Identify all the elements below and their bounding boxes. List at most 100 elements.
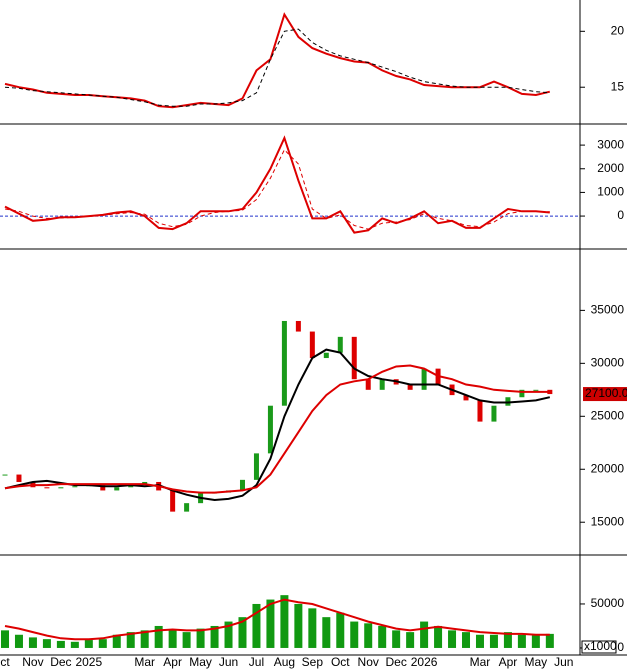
volume-bar bbox=[406, 632, 415, 648]
x-tick-label: Dec bbox=[385, 655, 406, 669]
x-tick-label: Sep bbox=[302, 655, 324, 669]
volume-bar bbox=[308, 608, 317, 648]
volume-bar bbox=[238, 617, 247, 648]
volume-bar bbox=[462, 632, 471, 648]
y-tick-label: 20000 bbox=[591, 461, 625, 475]
x-tick-label: Aug bbox=[274, 655, 295, 669]
volume-bar bbox=[378, 625, 387, 648]
x-tick-label: Nov bbox=[358, 655, 379, 669]
volume-bar bbox=[350, 621, 359, 648]
volume-bar bbox=[70, 641, 79, 648]
y-tick-label: 20 bbox=[611, 23, 625, 37]
volume-bar bbox=[182, 632, 191, 648]
volume-bar bbox=[252, 603, 261, 648]
series-line bbox=[4, 364, 550, 494]
candle bbox=[2, 474, 8, 476]
x-tick-label: Mar bbox=[134, 655, 155, 669]
volume-bar bbox=[168, 630, 177, 648]
last-price-label: 27100.00 bbox=[585, 386, 627, 400]
candle bbox=[547, 389, 553, 395]
volume-bar bbox=[14, 634, 23, 648]
volume-bar bbox=[154, 625, 163, 648]
volume-bar bbox=[322, 617, 331, 648]
volume-bar bbox=[517, 634, 526, 648]
volume-bar bbox=[140, 630, 149, 648]
volume-bar bbox=[364, 623, 373, 648]
volume-bar bbox=[196, 628, 205, 648]
volume-bar bbox=[28, 637, 37, 648]
x-tick-label: Apr bbox=[499, 655, 518, 669]
unit-box bbox=[581, 640, 617, 654]
candle bbox=[519, 389, 525, 398]
volume-bar bbox=[545, 633, 554, 648]
volume-bar bbox=[503, 632, 512, 648]
series-line bbox=[4, 348, 551, 502]
x-tick-label: May bbox=[189, 655, 212, 669]
volume-bar bbox=[294, 603, 303, 648]
candle bbox=[100, 485, 106, 491]
candle bbox=[365, 379, 371, 390]
x-tick-label: Apr bbox=[163, 655, 182, 669]
candle bbox=[184, 503, 190, 512]
candle bbox=[58, 487, 64, 489]
candle bbox=[323, 352, 329, 359]
candle bbox=[421, 368, 427, 390]
candle bbox=[281, 320, 287, 406]
series-line bbox=[4, 598, 550, 641]
candle bbox=[463, 395, 469, 401]
last-price-box bbox=[583, 387, 627, 402]
x-tick-label: ct bbox=[0, 655, 10, 669]
volume-bar bbox=[336, 612, 345, 648]
volume-bar bbox=[126, 632, 135, 648]
series-line bbox=[4, 148, 550, 230]
candle bbox=[533, 389, 539, 391]
x-tick-label: Jun bbox=[219, 655, 238, 669]
x-tick-label: Jul bbox=[249, 655, 264, 669]
y-tick-label: 15 bbox=[611, 79, 625, 93]
volume-bar bbox=[224, 621, 233, 648]
candle bbox=[16, 474, 22, 482]
series-line bbox=[4, 135, 550, 234]
volume-bar bbox=[448, 630, 457, 648]
candle bbox=[379, 379, 385, 390]
volume-bar bbox=[1, 630, 9, 648]
y-tick-label: 3000 bbox=[597, 137, 624, 151]
y-tick-label: 35000 bbox=[591, 303, 625, 317]
y-tick-label: 15000 bbox=[591, 514, 625, 528]
volume-bar bbox=[84, 640, 93, 648]
candle bbox=[114, 487, 120, 491]
y-tick-label: 0 bbox=[617, 640, 624, 654]
candle bbox=[407, 384, 413, 390]
x-tick-label: May bbox=[525, 655, 548, 669]
x-tick-label: 2025 bbox=[75, 655, 102, 669]
candle bbox=[477, 400, 483, 422]
x-tick-label: Oct bbox=[331, 655, 350, 669]
candle bbox=[267, 405, 273, 454]
volume-bar bbox=[112, 634, 121, 648]
volume-bar bbox=[475, 634, 484, 648]
x-tick-label: 2026 bbox=[411, 655, 438, 669]
y-tick-label: 30000 bbox=[591, 356, 625, 370]
candle bbox=[309, 331, 315, 359]
volume-bar bbox=[392, 630, 401, 648]
series-line bbox=[4, 28, 550, 107]
volume-bar bbox=[280, 595, 289, 648]
volume-bar bbox=[98, 639, 107, 648]
series-line bbox=[4, 12, 551, 109]
candle bbox=[351, 336, 357, 380]
volume-bar bbox=[266, 599, 275, 648]
volume-bar bbox=[56, 640, 65, 648]
volume-bar bbox=[434, 625, 443, 648]
y-tick-label: 0 bbox=[617, 208, 624, 222]
candle bbox=[337, 336, 343, 353]
candle bbox=[142, 481, 148, 485]
volume-bar bbox=[489, 634, 498, 648]
unit-label: x1000 bbox=[584, 639, 617, 653]
candle bbox=[505, 397, 511, 406]
volume-bar bbox=[420, 621, 429, 648]
volume-bar bbox=[210, 625, 219, 648]
candle bbox=[239, 479, 245, 491]
y-tick-label: 1000 bbox=[597, 185, 624, 199]
candle bbox=[44, 487, 50, 489]
